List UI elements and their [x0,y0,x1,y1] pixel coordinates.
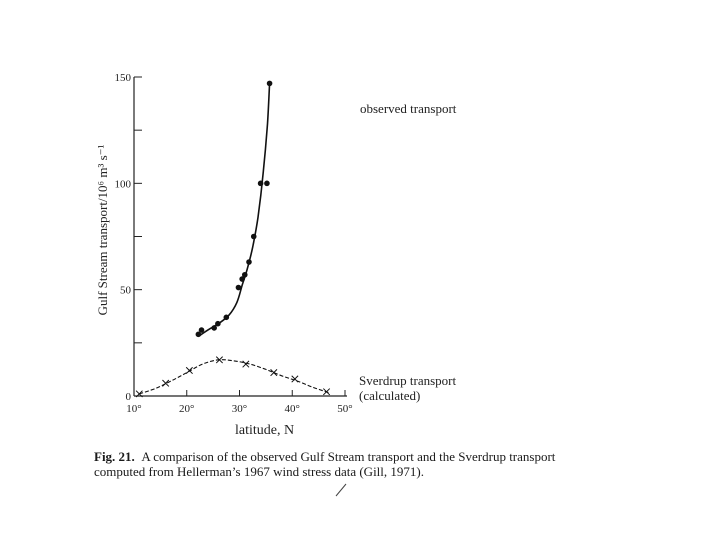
observed-point [215,320,221,327]
observed-point [239,276,245,282]
y-tick-label: 100 [115,178,132,190]
observed-point [235,284,242,291]
legend-sverdrup: Sverdrup transport [359,373,457,388]
sverdrup-point [270,369,278,377]
pen-mark-icon [335,483,347,497]
observed-point [266,80,273,87]
sverdrup-point [135,390,143,398]
caption-lead: Fig. 21. [94,449,135,464]
observed-point [246,259,252,265]
sverdrup-point-stroke [135,390,143,398]
sverdrup-point-stroke [270,369,278,377]
observed-point [250,233,257,240]
observed-point [195,331,202,338]
sverdrup-point-stroke [162,379,170,387]
figure-caption: Fig. 21. A comparison of the observed Gu… [94,449,634,479]
sverdrup-point [322,388,331,396]
caption-text-2: computed from Hellerman’s 1967 wind stre… [94,464,424,479]
x-tick-label: 10° [126,403,141,415]
legend-observed: observed transport [360,101,457,116]
caption-line-1: Fig. 21. A comparison of the observed Gu… [94,449,634,464]
series-0-fit-curve [197,83,271,338]
observed-point [241,271,248,278]
x-tick-label: 40° [285,403,300,415]
sverdrup-point-stroke [322,388,331,396]
y-tick-label: 150 [115,72,132,84]
ticks: 0 50 100 150 10° 20° 30° 40° 50° [115,72,353,415]
y-tick-label: 0 [126,391,132,403]
observed-point [264,180,270,187]
legend-sverdrup-calculated: (calculated) [359,388,420,403]
sverdrup-point-stroke [291,375,299,383]
observed-point [223,314,230,321]
x-tick-label: 30° [232,403,247,415]
markers [135,80,331,398]
sverdrup-point-stroke [215,356,224,364]
observed-point [211,325,217,331]
axes [133,77,347,397]
sverdrup-point [242,360,250,368]
sverdrup-point-stroke [242,360,250,368]
sverdrup-point [291,375,299,383]
y-axis-label: Gulf Stream transport/10⁶ m³ s⁻¹ [95,144,110,315]
x-tick-label: 50° [337,403,352,415]
x-tick-label: 20° [179,403,194,415]
sverdrup-point [162,379,170,387]
caption-text-1: A comparison of the observed Gulf Stream… [141,449,556,464]
sverdrup-point-stroke [185,366,193,375]
x-axis-label: latitude, N [235,423,294,438]
series-1-fit-curve [139,359,330,395]
observed-point [257,180,264,187]
observed-point [198,327,205,333]
fit-curves [139,83,330,395]
sverdrup-point [185,366,193,375]
labels: Gulf Stream transport/10⁶ m³ s⁻¹ latitud… [95,101,457,438]
sverdrup-point [215,356,224,364]
y-tick-label: 50 [120,285,132,297]
